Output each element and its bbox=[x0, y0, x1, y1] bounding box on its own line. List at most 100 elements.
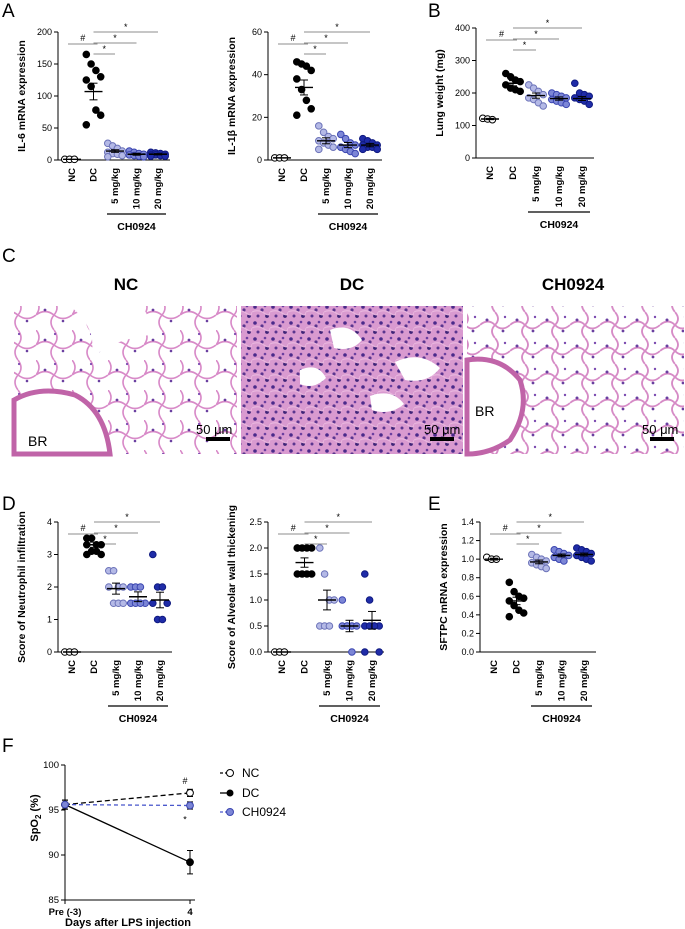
il1b-data-point bbox=[341, 134, 350, 143]
il1b-x-label: 10 mg/kg bbox=[343, 168, 354, 209]
alv-y-label: Score of Alveolar wall thickening bbox=[226, 505, 238, 669]
sftpc-data-point bbox=[519, 609, 528, 617]
neut-y-tick-label: 3 bbox=[47, 550, 52, 560]
alv-y-tick-label: 0.5 bbox=[249, 621, 262, 631]
scale-text-ch0924: 50 μm bbox=[642, 422, 678, 437]
panel-letter-a: A bbox=[2, 1, 15, 22]
il6-data-point bbox=[139, 153, 148, 161]
il1b-data-point bbox=[315, 122, 323, 130]
alv-data-point bbox=[365, 596, 374, 604]
spo2-y-tick-label: 100 bbox=[43, 760, 59, 771]
alv-x-label: DC bbox=[300, 660, 311, 674]
il6-data-point bbox=[82, 76, 91, 84]
spo2-series-line-dc bbox=[64, 804, 191, 863]
lung-y-tick-label: 300 bbox=[455, 56, 470, 66]
sftpc-y-tick-label: 0.8 bbox=[461, 573, 474, 583]
sftpc-data-point bbox=[505, 612, 514, 621]
il6-data-point bbox=[96, 73, 105, 81]
il6-data-point bbox=[118, 151, 126, 160]
il6-cohort-label: CH0924 bbox=[117, 221, 156, 233]
neut-data-point bbox=[163, 599, 171, 608]
alv-x-label: 10 mg/kg bbox=[345, 660, 356, 701]
neut-y-label: Score of Neutrophil infiltration bbox=[16, 511, 28, 663]
il1b-cohort-label: CH0924 bbox=[329, 221, 368, 233]
sftpc-y-tick-label: 1.0 bbox=[461, 554, 474, 564]
il6-data-point bbox=[87, 60, 95, 68]
neut-y-tick-label: 4 bbox=[47, 517, 52, 527]
panel-letter-f: F bbox=[2, 736, 14, 757]
il1b-x-label: 5 mg/kg bbox=[321, 168, 332, 204]
lung-sig-mark: * bbox=[523, 40, 527, 50]
spo2-point-ch0924 bbox=[186, 801, 194, 810]
neut-data-point bbox=[97, 550, 105, 559]
lung-x-label: DC bbox=[508, 166, 519, 180]
alv-data-point bbox=[361, 648, 369, 656]
alv-data-point bbox=[307, 570, 316, 578]
histology-title-nc: NC bbox=[114, 275, 139, 294]
neut-x-label: NC bbox=[67, 660, 78, 674]
scale-text-dc: 50 μm bbox=[424, 422, 460, 437]
alv-x-label: 5 mg/kg bbox=[322, 660, 333, 696]
histology-panel: NC DC CH0924 BR 50 μm 50 μm BR 50 μm bbox=[11, 275, 684, 457]
alv-cohort-label: CH0924 bbox=[330, 713, 369, 725]
lung-data-point bbox=[539, 90, 548, 99]
il6-dot-plot: 0 50 100 150 200 IL-6 mRNA expression NC DC 5 mg… bbox=[16, 22, 170, 233]
neut-data-point bbox=[87, 534, 96, 543]
il6-x-label: NC bbox=[67, 168, 78, 182]
alv-data-point bbox=[307, 544, 316, 552]
il6-sig-mark: * bbox=[113, 33, 117, 43]
sftpc-data-point bbox=[510, 601, 518, 610]
il6-y-tick-label: 0 bbox=[47, 155, 52, 165]
legend-marker-dc bbox=[226, 789, 234, 797]
neut-sig-mark: * bbox=[125, 512, 129, 522]
panel-letter-c: C bbox=[2, 246, 16, 267]
il1b-data-point bbox=[351, 149, 360, 158]
il1b-sig-mark: * bbox=[313, 44, 317, 54]
il1b-data-point bbox=[293, 75, 301, 83]
neut-data-point bbox=[149, 599, 157, 608]
scale-bar-dc bbox=[430, 437, 454, 441]
il1b-data-point bbox=[329, 143, 338, 151]
spo2-x-tick-label: 4 bbox=[187, 907, 193, 918]
panel-letter-b: B bbox=[428, 1, 441, 22]
il6-data-point bbox=[82, 121, 91, 129]
alv-data-point bbox=[325, 622, 334, 630]
lung-y-tick-label: 400 bbox=[455, 23, 470, 33]
spo2-x-label: Days after LPS injection bbox=[65, 917, 191, 929]
il1b-sig-mark: * bbox=[324, 33, 328, 43]
lung-x-label: NC bbox=[485, 166, 496, 180]
il1b-y-tick-label: 60 bbox=[252, 27, 262, 37]
sftpc-x-label: 10 mg/kg bbox=[557, 660, 568, 701]
sftpc-y-tick-label: 0.2 bbox=[461, 628, 474, 638]
neut-data-point bbox=[149, 550, 157, 559]
neut-x-label: 20 mg/kg bbox=[155, 660, 166, 701]
spo2-series-line-ch0924 bbox=[64, 803, 191, 807]
neut-sig-mark: # bbox=[80, 523, 85, 533]
il1b-x-label: NC bbox=[277, 168, 288, 182]
alv-sig-mark: # bbox=[291, 523, 296, 533]
il6-x-label: 10 mg/kg bbox=[132, 168, 143, 209]
il6-x-label: 5 mg/kg bbox=[110, 168, 121, 204]
histology-title-ch0924: CH0924 bbox=[542, 275, 605, 294]
alv-data-point bbox=[375, 648, 384, 656]
il1b-y-tick-label: 20 bbox=[252, 112, 262, 122]
il1b-y-tick-label: 0 bbox=[257, 155, 262, 165]
histology-label-br-ch0924: BR bbox=[475, 403, 494, 419]
histology-image-nc: BR 50 μm bbox=[11, 306, 237, 457]
il1b-dot-plot: 0 20 40 60 IL-1β mRNA expression NC DC 5 mg/kg 1… bbox=[226, 22, 382, 233]
alv-y-tick-label: 0.0 bbox=[249, 647, 262, 657]
sftpc-data-point bbox=[542, 557, 551, 565]
neut-x-label: DC bbox=[89, 660, 100, 674]
spo2-line-chart: SpO2 (%) Days after LPS injection NC DC … bbox=[29, 760, 286, 929]
alv-data-point bbox=[293, 544, 302, 552]
sftpc-data-point bbox=[510, 587, 518, 596]
sftpc-y-tick-label: 1.4 bbox=[461, 517, 474, 527]
neut-x-label: 10 mg/kg bbox=[133, 660, 144, 701]
spo2-series-line-nc bbox=[64, 792, 191, 806]
il1b-sig-mark: * bbox=[335, 22, 339, 32]
neut-sig-mark: * bbox=[114, 523, 118, 533]
sftpc-x-label: DC bbox=[512, 660, 523, 674]
il6-x-label: 20 mg/kg bbox=[153, 168, 164, 209]
il6-sig-mark: * bbox=[102, 44, 106, 54]
neut-data-point bbox=[158, 583, 167, 591]
